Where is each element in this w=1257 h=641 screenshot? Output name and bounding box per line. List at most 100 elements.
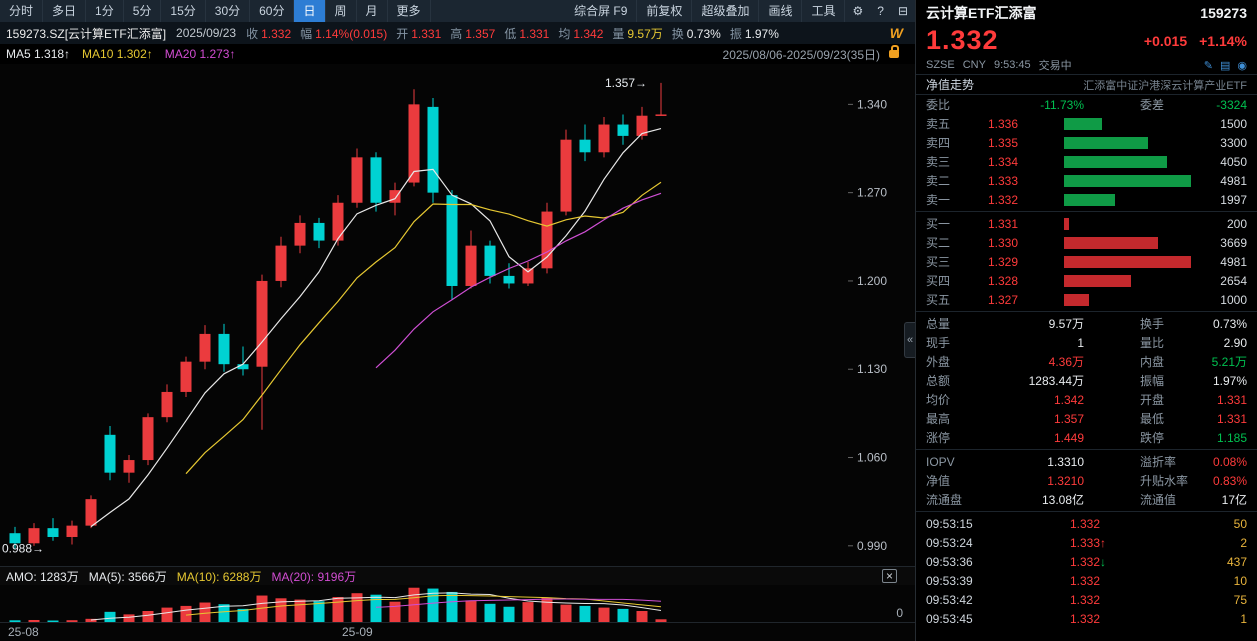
period-tab[interactable]: 日 (294, 0, 326, 22)
order-book-row[interactable]: 卖一 1.332 1997 (916, 190, 1257, 209)
order-book-row[interactable]: 卖五 1.336 1500 (916, 114, 1257, 133)
stat-label: 量比 (1140, 336, 1165, 350)
amo-legend-item: AMO: 1283万 (6, 569, 79, 584)
price-axis-label: 1.270 (857, 186, 887, 200)
candle (503, 275, 515, 284)
volume-bar (275, 598, 287, 622)
exchange-label: SZSE (926, 59, 955, 71)
volume-bar (9, 620, 21, 622)
candle (180, 361, 192, 392)
price-annotation: 1.357→ (605, 76, 647, 90)
volume-bar (256, 595, 268, 622)
period-tab[interactable]: 多日 (43, 0, 87, 22)
stat-row: 均价 1.342 开盘 1.331 (916, 390, 1257, 409)
order-book-row[interactable]: 买三 1.329 4981 (916, 252, 1257, 271)
volume-bar (47, 620, 59, 622)
gear-icon[interactable]: ⚙ (852, 4, 864, 18)
candle (389, 190, 401, 203)
volume-bar (370, 594, 382, 622)
monitor-icon[interactable]: ◉ (1237, 59, 1247, 72)
quote-field-label: 振 (729, 26, 742, 41)
stat-value: 1.331 (1216, 392, 1247, 407)
tick-list[interactable]: 09:53:15 1.332 50 09:53:24 1.333 ↑ 2 09:… (916, 514, 1257, 628)
period-tab[interactable]: 60分 (250, 0, 295, 22)
stat-value: 1.342 (1053, 392, 1084, 407)
order-book-row[interactable]: 买一 1.331 200 (916, 214, 1257, 233)
stat-value: 1.331 (1216, 411, 1247, 426)
quote-field: 幅 1.14%(0.015) (300, 25, 387, 42)
volume-chart[interactable]: 0 (0, 585, 915, 622)
help-icon[interactable]: ? (877, 4, 884, 18)
tick-qty: 75 (1233, 592, 1247, 607)
candle (275, 245, 287, 281)
period-tab[interactable]: 5分 (124, 0, 162, 22)
tick-row: 09:53:15 1.332 50 (916, 514, 1257, 533)
tick-price: 1.332 (1069, 554, 1100, 569)
candle (28, 528, 40, 544)
candle (256, 280, 268, 367)
stat-row: 总量 9.57万 换手 0.73% (916, 314, 1257, 333)
stat-value: 2.90 (1223, 335, 1247, 350)
period-tab[interactable]: 15分 (161, 0, 206, 22)
order-level-label: 卖二 (926, 174, 951, 188)
order-level-label: 买三 (926, 255, 951, 269)
period-tab[interactable]: 30分 (206, 0, 251, 22)
x-axis: 25-08 25-09 (0, 622, 915, 641)
order-qty: 2654 (1220, 273, 1247, 288)
stat-value: 5.21万 (1211, 355, 1247, 369)
order-book-row[interactable]: 卖四 1.335 3300 (916, 133, 1257, 152)
volume-svg[interactable] (0, 585, 905, 622)
quote-date: 2025/09/23 (176, 26, 237, 40)
tool-menu-item[interactable]: 综合屏 F9 (565, 0, 638, 22)
order-level-label: 卖一 (926, 193, 951, 207)
order-book-row[interactable]: 买五 1.327 1000 (916, 290, 1257, 309)
order-price: 1.335 (988, 135, 1019, 150)
stat-row: 最高 1.357 最低 1.331 (916, 409, 1257, 428)
stat-label: 换手 (1140, 317, 1165, 331)
order-book-row[interactable]: 卖三 1.334 4050 (916, 152, 1257, 171)
kline-chart[interactable]: 1.340 1.270 1.200 1.130 1.060 0.990 1.357→ 0.98… (0, 64, 915, 566)
tool-menu-item[interactable]: 前复权 (637, 0, 693, 22)
quote-field-value: 1.331 (519, 26, 550, 41)
stat-row: 现手 1 量比 2.90 (916, 333, 1257, 352)
board-icon[interactable]: ▤ (1219, 59, 1231, 72)
period-tab[interactable]: 更多 (388, 0, 431, 22)
order-book-row[interactable]: 买二 1.330 3669 (916, 233, 1257, 252)
quote-field: 均 1.342 (558, 25, 603, 42)
candle (332, 202, 344, 241)
stat-label: 最高 (926, 412, 951, 426)
stat-label: 净值 (926, 474, 951, 488)
volume-bar (85, 618, 97, 622)
quote-field: 换 0.73% (672, 25, 721, 42)
panel-toggle-icon[interactable]: ⊟ (897, 4, 908, 18)
tool-menu-item[interactable]: 画线 (759, 0, 803, 22)
stat-row: 涨停 1.449 跌停 1.185 (916, 428, 1257, 447)
app-logo-icon[interactable]: W (889, 25, 903, 41)
quote-field: 低 1.331 (504, 25, 549, 42)
tick-direction-icon: ↓ (1100, 554, 1106, 569)
period-tab[interactable]: 1分 (86, 0, 124, 22)
stat-label: 开盘 (1140, 393, 1165, 407)
order-book-row[interactable]: 买四 1.328 2654 (916, 271, 1257, 290)
kline-svg[interactable]: 1.340 1.270 1.200 1.130 1.060 0.990 1.357→ 0.98… (0, 64, 905, 566)
candle (636, 115, 648, 136)
period-tab[interactable]: 周 (326, 0, 357, 22)
lock-icon[interactable] (889, 45, 899, 58)
tab-nav-trend[interactable]: 净值走势 (926, 78, 975, 92)
period-tab[interactable]: 月 (357, 0, 388, 22)
collapse-panel-button[interactable]: « (904, 322, 915, 358)
tick-time: 09:53:36 (926, 554, 973, 569)
period-tab[interactable]: 分时 (0, 0, 44, 22)
close-indicator-button[interactable]: × (882, 569, 897, 583)
depth-bar (1064, 293, 1191, 306)
order-book-row[interactable]: 卖二 1.333 4981 (916, 171, 1257, 190)
ma-legend-item: MA20 1.273↑ (164, 47, 236, 61)
tool-menu-item[interactable]: 工具 (802, 0, 846, 22)
quote-field-value: 1.331 (411, 26, 442, 41)
currency-label: CNY (962, 59, 986, 71)
quote-panel-header: 云计算ETF汇添富 159273 (916, 0, 1257, 25)
weibi-row: 委比 -11.73% 委差 -3324 (916, 95, 1257, 114)
tick-direction-icon: ↑ (1100, 535, 1106, 550)
tool-menu-item[interactable]: 超级叠加 (692, 0, 760, 22)
edit-icon[interactable]: ✎ (1203, 59, 1213, 72)
